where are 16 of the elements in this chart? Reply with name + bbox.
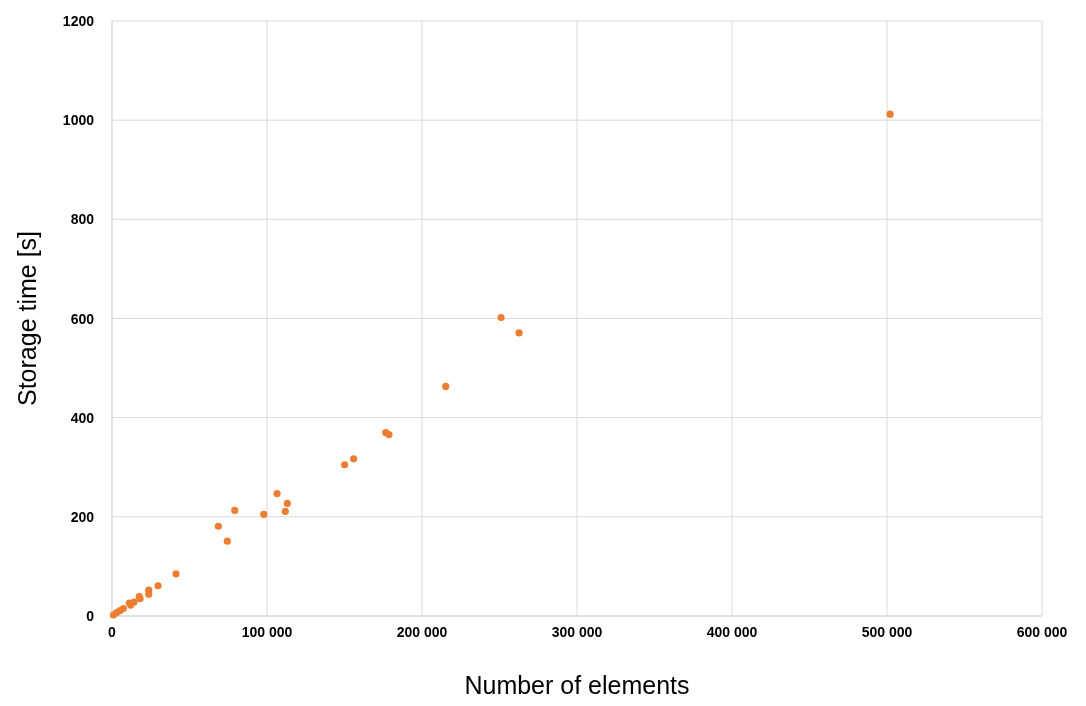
- y-tick-label: 0: [86, 608, 95, 624]
- y-tick-label: 600: [70, 310, 95, 327]
- y-axis-title: Storage time [s]: [13, 230, 41, 407]
- x-tick-label: 600 000: [1016, 624, 1068, 640]
- y-tick-label: 1200: [62, 13, 95, 29]
- x-tick-label: 0: [108, 624, 117, 640]
- x-tick-label: 200 000: [396, 624, 448, 640]
- x-axis-title: Number of elements: [464, 671, 690, 699]
- x-tick-label: 300 000: [551, 624, 603, 640]
- x-tick-label: 500 000: [861, 624, 913, 640]
- y-tick-label: 1000: [62, 112, 95, 129]
- y-tick-label: 400: [70, 409, 95, 426]
- x-tick-label: 400 000: [706, 624, 758, 640]
- x-tick-label: 100 000: [241, 624, 293, 640]
- y-tick-label: 800: [70, 211, 95, 228]
- y-tick-label: 200: [70, 508, 95, 525]
